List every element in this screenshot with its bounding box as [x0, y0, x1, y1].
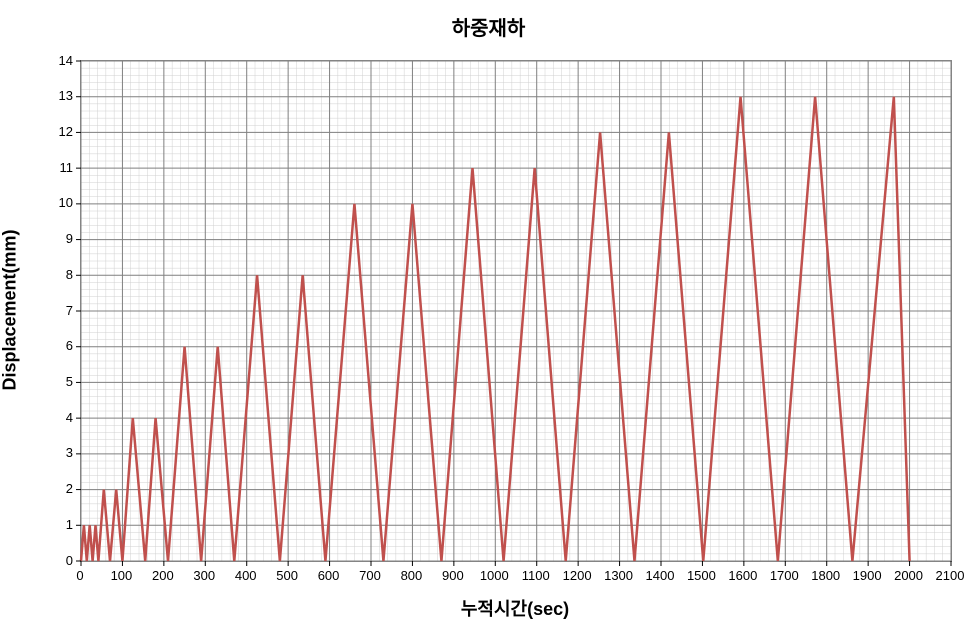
y-tick-label: 8 [45, 267, 73, 282]
y-tick-label: 4 [45, 410, 73, 425]
y-tick-label: 14 [45, 53, 73, 68]
chart-svg [81, 61, 951, 561]
chart-title: 하중재하 [0, 12, 977, 41]
y-tick-label: 5 [45, 374, 73, 389]
x-tick-label: 2100 [925, 568, 975, 583]
y-tick-label: 11 [45, 160, 73, 175]
y-tick-label: 2 [45, 481, 73, 496]
y-tick-label: 10 [45, 195, 73, 210]
x-axis-label: 누적시간(sec) [80, 595, 950, 621]
y-tick-label: 6 [45, 338, 73, 353]
chart-container: 하중재하 Displacement(mm) 누적시간(sec) 01234567… [0, 0, 977, 638]
plot-area [80, 60, 952, 562]
y-tick-label: 9 [45, 231, 73, 246]
y-tick-label: 1 [45, 517, 73, 532]
y-tick-label: 3 [45, 445, 73, 460]
y-tick-label: 13 [45, 88, 73, 103]
y-tick-label: 12 [45, 124, 73, 139]
y-tick-label: 0 [45, 553, 73, 568]
y-axis-label: Displacement(mm) [0, 229, 21, 390]
y-tick-label: 7 [45, 303, 73, 318]
